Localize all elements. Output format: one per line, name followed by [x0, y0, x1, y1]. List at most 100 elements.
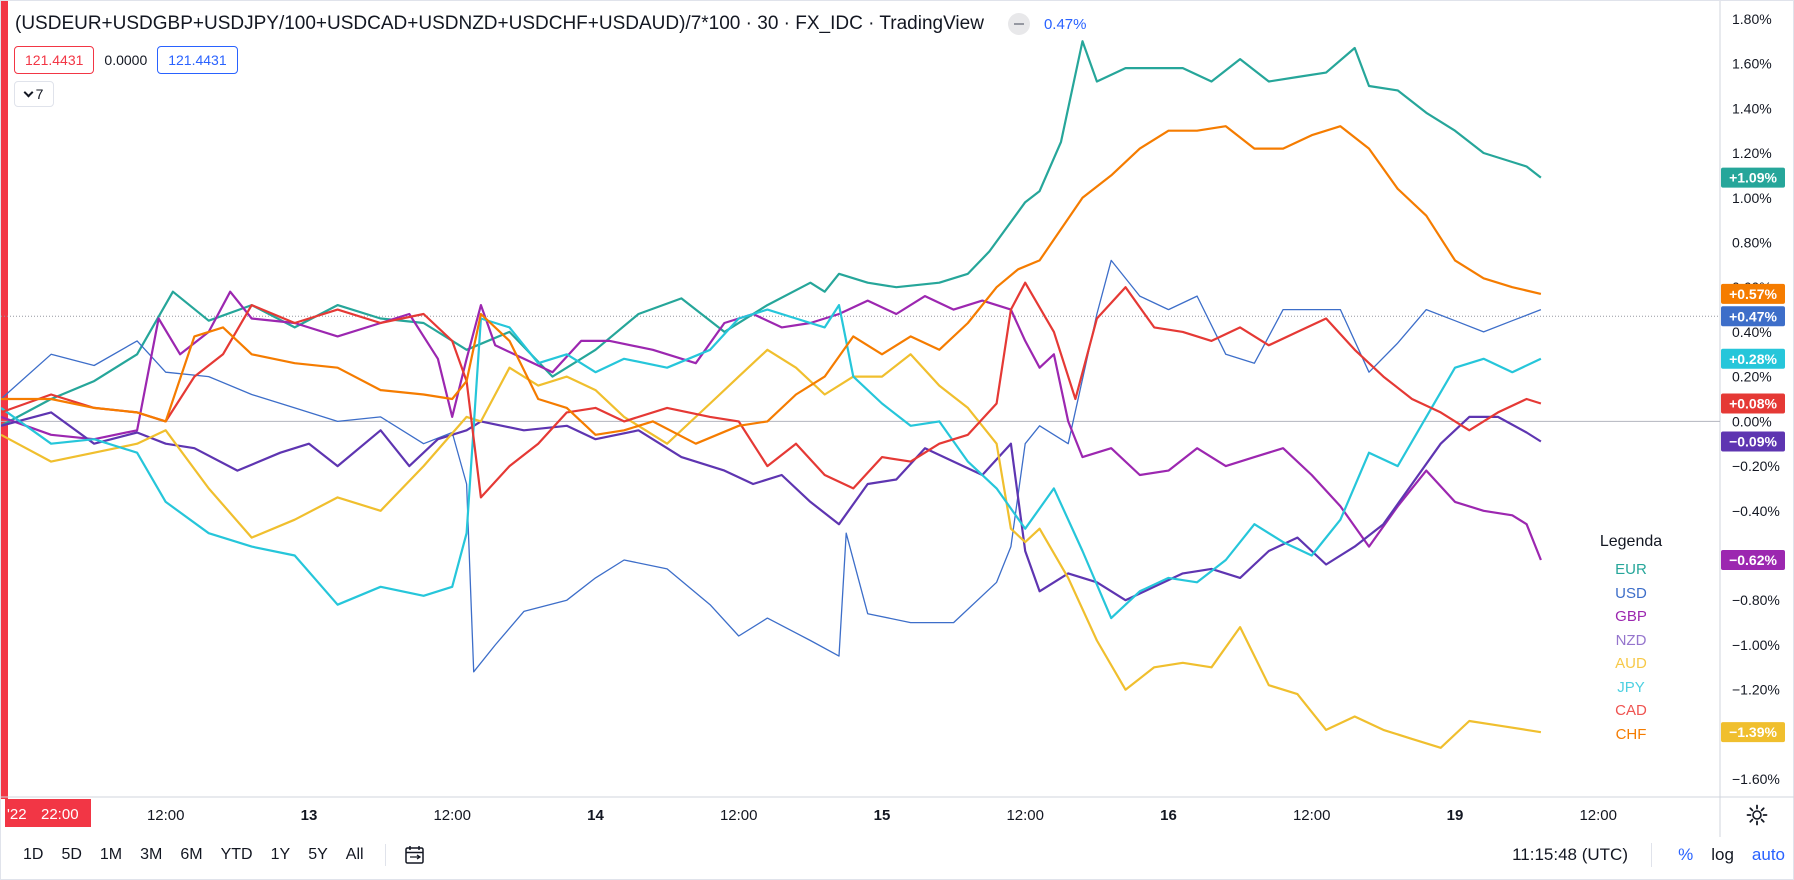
range-marker-box — [5, 799, 91, 827]
last-value-label-usd: +0.47% — [1721, 306, 1785, 327]
y-tick-label: 0.40% — [1732, 324, 1772, 340]
legend-item-cad: CAD — [1615, 702, 1647, 719]
series-line-aud — [1, 348, 1542, 749]
last-value-text: +0.08% — [1729, 395, 1777, 411]
last-value-label-nzd: −0.09% — [1721, 431, 1785, 452]
y-tick-label: 0.80% — [1732, 234, 1772, 250]
auto-scale-toggle[interactable]: auto — [1751, 845, 1785, 864]
y-tick-label: −1.00% — [1732, 637, 1780, 653]
last-value-text: −1.39% — [1729, 724, 1777, 740]
range-button-3m[interactable]: 3M — [140, 846, 163, 863]
last-value-badge — [1721, 549, 1785, 570]
last-value-badge — [1721, 306, 1785, 327]
last-value-text: −0.62% — [1729, 552, 1777, 568]
range-button-5d[interactable]: 5D — [61, 846, 82, 863]
chart-title-row: (USDEUR+USDGBP+USDJPY/100+USDCAD+USDNZD+… — [15, 11, 1086, 37]
last-value-label-gbp: −0.62% — [1721, 549, 1785, 570]
range-button-1d[interactable]: 1D — [23, 846, 44, 863]
indicators-count: 7 — [35, 86, 44, 102]
ohlc-values: 121.4431 0.0000 121.4431 — [14, 46, 238, 74]
y-tick-label: 1.20% — [1732, 145, 1772, 161]
utc-clock[interactable]: 11:15:48 (UTC) — [1512, 845, 1628, 864]
y-tick-label: 1.80% — [1732, 11, 1772, 27]
market-status-icon[interactable] — [1007, 13, 1030, 35]
value-change: 0.0000 — [104, 52, 148, 68]
range-button-6m[interactable]: 6M — [180, 846, 203, 863]
last-value-text: +0.28% — [1729, 351, 1777, 367]
series-line-cad — [1, 281, 1542, 499]
gear-icon[interactable] — [1745, 803, 1769, 827]
x-tick-label: 12:00 — [147, 807, 185, 824]
bottom-toolbar: 1D 5D 1M 3M 6M YTD 1Y 5Y All 11:15:48 (UTC) % lo… — [1, 837, 1794, 873]
x-tick-label: 12:00 — [433, 807, 471, 824]
legend-item-chf: CHF — [1615, 725, 1647, 743]
scale-controls: % log auto — [1678, 837, 1785, 873]
chevron-down-icon — [23, 87, 34, 97]
x-tick-label: 13 — [301, 807, 318, 824]
range-button-all[interactable]: All — [345, 846, 364, 863]
x-tick-label: 19 — [1447, 807, 1464, 824]
y-tick-label: −0.40% — [1732, 503, 1780, 519]
symbol-title[interactable]: (USDEUR+USDGBP+USDJPY/100+USDCAD+USDNZD+… — [15, 13, 984, 34]
x-tick-label: 14 — [587, 807, 604, 824]
last-value-text: −0.09% — [1729, 433, 1777, 449]
value-open-box[interactable]: 121.4431 — [14, 46, 95, 74]
legend: Legenda EUR USD GBP NZD AUD JPY CAD CHF — [1581, 533, 1681, 746]
last-value-badge — [1721, 431, 1785, 452]
legend-item-nzd: NZD — [1615, 631, 1647, 649]
indicators-collapse-button[interactable]: 7 — [14, 81, 54, 107]
x-tick-label: 15 — [874, 807, 891, 824]
y-tick-label: 0.20% — [1732, 369, 1772, 385]
legend-item-eur: EUR — [1615, 561, 1647, 578]
legend-item-gbp: GBP — [1615, 608, 1647, 625]
last-value-badge — [1721, 167, 1785, 188]
range-button-1m[interactable]: 1M — [99, 846, 123, 863]
toolbar-divider — [384, 844, 386, 866]
scale-controls-divider — [1651, 843, 1652, 867]
y-tick-label: −0.20% — [1732, 458, 1780, 474]
legend-item-jpy: JPY — [1617, 678, 1645, 696]
series-line-usd — [1, 259, 1542, 673]
last-value-text: +0.47% — [1729, 308, 1777, 324]
range-button-ytd[interactable]: YTD — [220, 846, 253, 863]
y-tick-label: −0.80% — [1732, 592, 1780, 608]
x-tick-label: 12:00 — [1579, 807, 1617, 824]
series-line-nzd — [1, 411, 1542, 602]
last-value-badge — [1721, 393, 1785, 414]
legend-title: Legenda — [1599, 533, 1663, 550]
series-line-gbp — [1, 290, 1542, 561]
last-value-label-cad: +0.08% — [1721, 393, 1785, 414]
y-tick-label: 0.00% — [1732, 413, 1772, 429]
last-value-badge — [1721, 283, 1785, 304]
y-tick-label: 1.40% — [1732, 100, 1772, 116]
x-tick-label: 16 — [1160, 807, 1177, 824]
x-tick-label: 12:00 — [720, 807, 758, 824]
value-close-box[interactable]: 121.4431 — [157, 46, 238, 74]
percent-scale-toggle[interactable]: % — [1678, 845, 1694, 864]
range-marker-year: '22 — [7, 806, 27, 823]
log-scale-toggle[interactable]: log — [1711, 845, 1734, 864]
series-line-eur — [1, 40, 1542, 427]
x-tick-label: 12:00 — [1293, 807, 1331, 824]
range-button-5y[interactable]: 5Y — [308, 846, 328, 863]
title-change-value: 0.47% — [1043, 15, 1087, 33]
goto-date-icon[interactable] — [404, 844, 426, 866]
last-value-label-chf: +0.57% — [1721, 283, 1785, 304]
last-value-badge — [1721, 348, 1785, 369]
last-value-text: +1.09% — [1729, 170, 1777, 186]
range-button-1y[interactable]: 1Y — [270, 846, 291, 863]
series-line-chf — [1, 125, 1542, 445]
last-value-label-eur: +1.09% — [1721, 167, 1785, 188]
y-tick-label: −1.60% — [1732, 771, 1780, 787]
chart-canvas[interactable]: 1.80%1.60%1.40%1.20%1.00%0.80%0.60%0.40%… — [1, 1, 1794, 837]
legend-item-aud: AUD — [1615, 655, 1647, 672]
last-value-label-jpy: +0.28% — [1721, 348, 1785, 369]
date-range-list: 1D 5D 1M 3M 6M YTD 1Y 5Y All — [14, 841, 373, 869]
y-tick-label: 1.60% — [1732, 56, 1772, 72]
last-value-label-aud: −1.39% — [1721, 722, 1785, 743]
legend-item-usd: USD — [1615, 584, 1647, 602]
last-value-text: +0.57% — [1729, 286, 1777, 302]
last-value-badge — [1721, 722, 1785, 743]
y-tick-label: −1.20% — [1732, 682, 1780, 698]
